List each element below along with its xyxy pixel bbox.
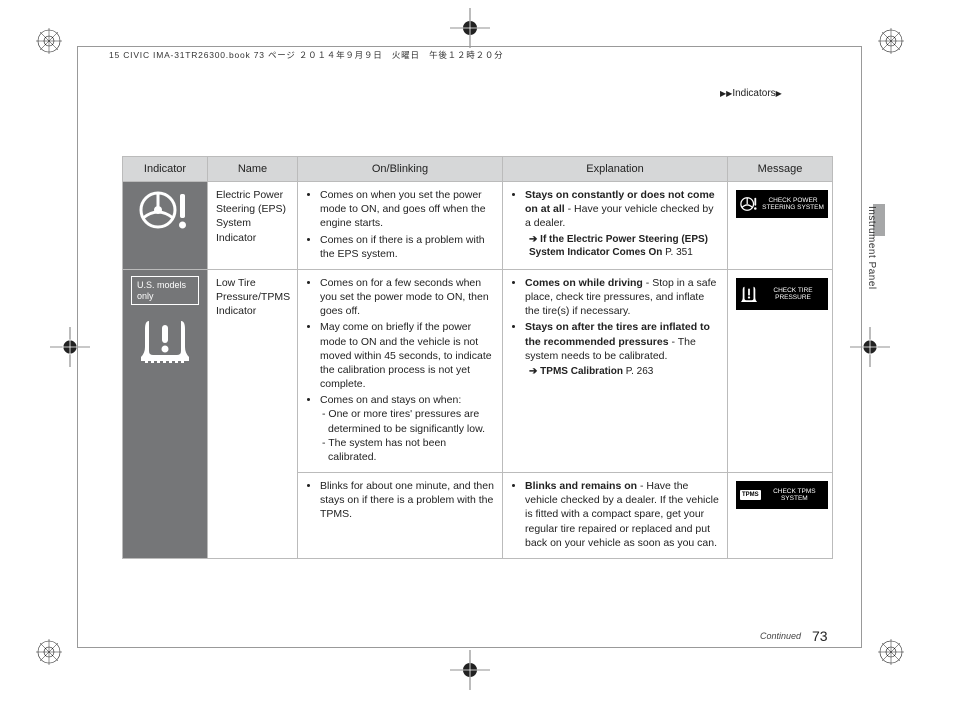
tpms-indicator-icon [139, 315, 191, 363]
exp-eps: Stays on constantly or does not come on … [503, 182, 728, 270]
msg-box-eps: CHECK POWER STEERING SYSTEM [736, 190, 828, 218]
breadcrumb: ▶▶Indicators▶ [720, 88, 782, 99]
drill-line: 15 CIVIC IMA-31TR26300.book 73 ページ ２０１４年… [109, 49, 503, 61]
on-tpms-item: Comes on and stays on when: - One or mor… [320, 393, 494, 464]
msg-tpms-b: TPMS CHECK TPMS SYSTEM [728, 473, 833, 559]
col-indicator: Indicator [123, 157, 208, 182]
table-row: Electric Power Steering (EPS) System Ind… [123, 182, 833, 270]
on-tpms-item: May come on briefly if the power mode to… [320, 320, 494, 391]
msg-eps: CHECK POWER STEERING SYSTEM [728, 182, 833, 270]
breadcrumb-text: Indicators [732, 88, 775, 99]
ref-tpms-a: ➔ TPMS Calibration P. 263 [529, 365, 719, 379]
breadcrumb-prefix: ▶▶ [720, 89, 732, 98]
us-models-badge: U.S. models only [131, 276, 199, 306]
indicator-tpms-cell: U.S. models only [123, 269, 208, 558]
col-message: Message [728, 157, 833, 182]
crosshair-bottom [450, 650, 490, 690]
msg-text-eps: CHECK POWER STEERING SYSTEM [762, 197, 824, 211]
name-eps: Electric Power Steering (EPS) System Ind… [208, 182, 298, 270]
on-tpms-b-item: Blinks for about one minute, and then st… [320, 479, 494, 522]
crosshair-top [450, 8, 490, 48]
exp-tpms-b: Blinks and remains on - Have the vehicle… [503, 473, 728, 559]
msg-box-tpms-a: CHECK TIRE PRESSURE [736, 278, 828, 310]
col-on: On/Blinking [298, 157, 503, 182]
exp-tpms-item: Comes on while driving - Stop in a safe … [525, 276, 719, 319]
indicators-table: Indicator Name On/Blinking Explanation M… [122, 156, 833, 559]
on-tpms-item: Comes on for a few seconds when you set … [320, 276, 494, 319]
col-explanation: Explanation [503, 157, 728, 182]
msg-text-tpms-a: CHECK TIRE PRESSURE [762, 287, 824, 301]
continued-label: Continued [760, 631, 801, 641]
indicator-eps-icon-cell [123, 182, 208, 270]
exp-tpms-a: Comes on while driving - Stop in a safe … [503, 269, 728, 472]
on-tpms-b: Blinks for about one minute, and then st… [298, 473, 503, 559]
tpms-abbr-badge: TPMS [740, 490, 761, 500]
ref-eps: ➔ If the Electric Power Steering (EPS) S… [529, 233, 719, 260]
exp-eps-item: Stays on constantly or does not come on … [525, 188, 719, 231]
side-label: Instrument Panel [866, 206, 877, 290]
reg-bottom-right [878, 639, 904, 665]
on-tpms-a: Comes on for a few seconds when you set … [298, 269, 503, 472]
ref-arrow-icon: ➔ [529, 234, 540, 245]
msg-box-tpms-b: TPMS CHECK TPMS SYSTEM [736, 481, 828, 509]
exp-tpms-b-item: Blinks and remains on - Have the vehicle… [525, 479, 719, 550]
breadcrumb-suffix: ▶ [776, 89, 782, 98]
table-header-row: Indicator Name On/Blinking Explanation M… [123, 157, 833, 182]
ref-arrow-icon: ➔ [529, 366, 540, 377]
msg-tpms-a: CHECK TIRE PRESSURE [728, 269, 833, 472]
reg-top-left [36, 28, 62, 54]
reg-top-right [878, 28, 904, 54]
table-row: U.S. models only Low Tire Pressure/TPMS … [123, 269, 833, 472]
page-number: 73 [812, 628, 828, 644]
name-tpms: Low Tire Pressure/TPMS Indicator [208, 269, 298, 558]
eps-msg-icon [740, 195, 758, 213]
col-name: Name [208, 157, 298, 182]
on-eps-item: Comes on if there is a problem with the … [320, 233, 494, 261]
reg-bottom-left [36, 639, 62, 665]
on-eps-item: Comes on when you set the power mode to … [320, 188, 494, 231]
tpms-msg-icon [740, 284, 758, 304]
on-eps: Comes on when you set the power mode to … [298, 182, 503, 270]
eps-indicator-icon [136, 188, 194, 232]
exp-tpms-item: Stays on after the tires are inflated to… [525, 320, 719, 363]
msg-text-tpms-b: CHECK TPMS SYSTEM [765, 488, 824, 502]
